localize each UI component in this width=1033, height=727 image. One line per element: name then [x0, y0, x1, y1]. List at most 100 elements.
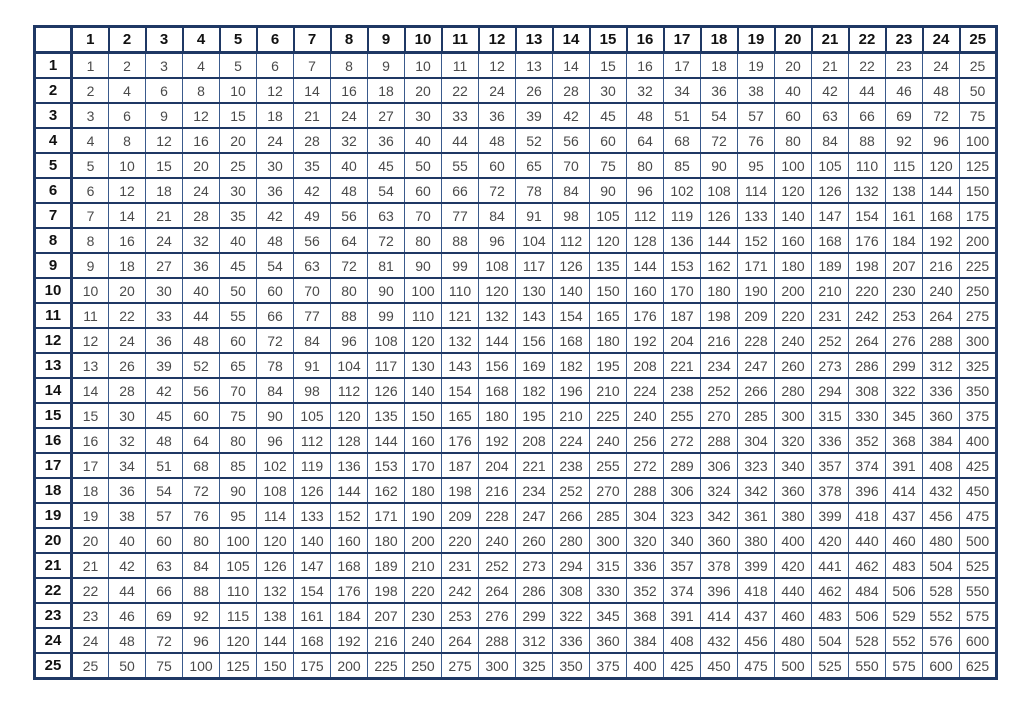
cell-6x22: 132 [848, 177, 886, 204]
cell-8x22: 176 [848, 227, 886, 254]
cell-22x18: 396 [700, 577, 738, 604]
cell-24x23: 552 [885, 627, 923, 654]
cell-19x21: 399 [811, 502, 849, 529]
table-row-2: 2 2 4 6 8 10 12 14 16 18 20 22 24 26 28 30 32 34 36 38 40 42 4… [33, 77, 997, 104]
cell-1x5: 5 [219, 51, 257, 79]
cell-24x10: 240 [404, 627, 442, 654]
cell-11x4: 44 [182, 302, 220, 329]
col-header-7: 7 [292, 25, 332, 54]
cell-9x16: 144 [626, 252, 664, 279]
cell-11x11: 121 [441, 302, 479, 329]
cell-13x1: 13 [71, 352, 109, 379]
cell-5x4: 20 [182, 152, 220, 179]
cell-2x2: 4 [108, 77, 146, 104]
table-row-1: 1 1 2 3 4 5 6 7 8 9 10 11 12 13 14 15 16 17 18 19 20 21 22 23 24… [33, 51, 997, 79]
cell-12x12: 144 [478, 327, 516, 354]
cell-10x4: 40 [182, 277, 220, 304]
cell-12x17: 204 [663, 327, 701, 354]
cell-4x23: 92 [885, 127, 923, 154]
cell-12x16: 192 [626, 327, 664, 354]
table-row-21: 21 21 42 63 84 105 126 147 168 189 210 231 252 273 294… [33, 552, 997, 579]
cell-25x4: 100 [182, 652, 220, 680]
cell-8x7: 56 [293, 227, 331, 254]
cell-19x14: 266 [552, 502, 590, 529]
cell-20x3: 60 [145, 527, 183, 554]
cell-22x17: 374 [663, 577, 701, 604]
table-row-16: 16 16 32 48 64 80 96 112 128 144 160 176 192 208 224 24… [33, 427, 997, 454]
table-row-22: 22 22 44 66 88 110 132 154 176 198 220 242 264 286 308… [33, 577, 997, 604]
cell-15x10: 150 [404, 402, 442, 429]
cell-16x7: 112 [293, 427, 331, 454]
cell-23x9: 207 [367, 602, 405, 629]
cell-6x5: 30 [219, 177, 257, 204]
cell-6x3: 18 [145, 177, 183, 204]
cell-1x8: 8 [330, 51, 368, 79]
col-header-9: 9 [366, 25, 406, 54]
cell-17x15: 255 [589, 452, 627, 479]
cell-19x13: 247 [515, 502, 553, 529]
cell-18x7: 126 [293, 477, 331, 504]
cell-16x9: 144 [367, 427, 405, 454]
cell-23x25: 575 [959, 602, 997, 629]
row-header-2: 2 [33, 77, 73, 104]
cell-11x14: 154 [552, 302, 590, 329]
cell-5x22: 110 [848, 152, 886, 179]
cell-4x14: 56 [552, 127, 590, 154]
cell-19x12: 228 [478, 502, 516, 529]
col-header-23: 23 [884, 25, 924, 54]
table-row-13: 13 13 26 39 52 65 78 91 104 117 130 143 156 169 182 195… [33, 352, 997, 379]
cell-6x23: 138 [885, 177, 923, 204]
cell-18x23: 414 [885, 477, 923, 504]
cell-22x25: 550 [959, 577, 997, 604]
table-row-7: 7 7 14 21 28 35 42 49 56 63 70 77 84 91 98 105 112 119 126… [33, 202, 997, 229]
cell-15x2: 30 [108, 402, 146, 429]
cell-15x22: 330 [848, 402, 886, 429]
cell-20x24: 480 [922, 527, 960, 554]
cell-17x4: 68 [182, 452, 220, 479]
cell-1x23: 23 [885, 51, 923, 79]
cell-16x8: 128 [330, 427, 368, 454]
cell-12x8: 96 [330, 327, 368, 354]
cell-23x17: 391 [663, 602, 701, 629]
cell-10x15: 150 [589, 277, 627, 304]
row-header-13: 13 [33, 352, 73, 379]
cell-9x10: 90 [404, 252, 442, 279]
cell-21x3: 63 [145, 552, 183, 579]
cell-6x4: 24 [182, 177, 220, 204]
cell-9x6: 54 [256, 252, 294, 279]
cell-21x24: 504 [922, 552, 960, 579]
cell-1x1: 1 [71, 51, 109, 79]
cell-8x19: 152 [737, 227, 775, 254]
cell-2x21: 42 [811, 77, 849, 104]
cell-7x10: 70 [404, 202, 442, 229]
cell-13x24: 312 [922, 352, 960, 379]
cell-9x12: 108 [478, 252, 516, 279]
cell-21x9: 189 [367, 552, 405, 579]
cell-14x14: 196 [552, 377, 590, 404]
cell-15x8: 120 [330, 402, 368, 429]
cell-4x2: 8 [108, 127, 146, 154]
cell-16x23: 368 [885, 427, 923, 454]
cell-19x11: 209 [441, 502, 479, 529]
cell-12x1: 12 [71, 327, 109, 354]
cell-24x3: 72 [145, 627, 183, 654]
cell-16x12: 192 [478, 427, 516, 454]
cell-17x20: 340 [774, 452, 812, 479]
cell-21x19: 399 [737, 552, 775, 579]
cell-22x21: 462 [811, 577, 849, 604]
cell-7x13: 91 [515, 202, 553, 229]
cell-14x9: 126 [367, 377, 405, 404]
cell-18x6: 108 [256, 477, 294, 504]
cell-12x20: 240 [774, 327, 812, 354]
cell-23x20: 460 [774, 602, 812, 629]
cell-14x19: 266 [737, 377, 775, 404]
cell-24x12: 288 [478, 627, 516, 654]
cell-18x10: 180 [404, 477, 442, 504]
cell-24x13: 312 [515, 627, 553, 654]
cell-4x22: 88 [848, 127, 886, 154]
cell-17x8: 136 [330, 452, 368, 479]
row-header-25: 25 [33, 652, 73, 680]
row-header-8: 8 [33, 227, 73, 254]
cell-19x16: 304 [626, 502, 664, 529]
cell-8x18: 144 [700, 227, 738, 254]
